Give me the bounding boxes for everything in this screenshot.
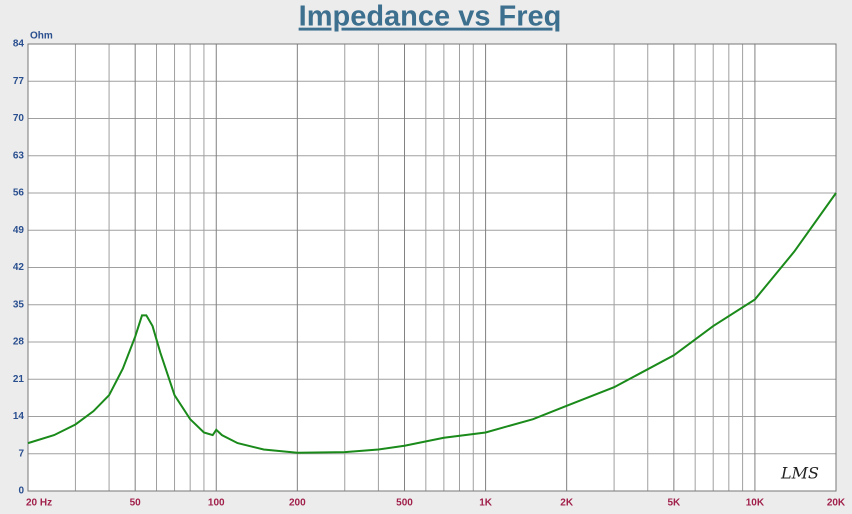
- x-tick-label: 500: [396, 498, 413, 509]
- watermark: LMS: [780, 464, 819, 483]
- y-tick-label: 28: [13, 337, 25, 348]
- x-tick-label: 20K: [827, 498, 846, 509]
- x-tick-label: 5K: [667, 498, 681, 509]
- y-tick-label: 56: [13, 188, 25, 199]
- y-tick-label: 70: [13, 113, 25, 124]
- y-tick-label: 0: [18, 486, 24, 497]
- plot-border: [27, 43, 837, 492]
- y-tick-label: 14: [13, 411, 25, 422]
- chart-title: Impedance vs Freq: [299, 1, 562, 33]
- y-tick-label: 63: [13, 150, 25, 161]
- x-tick-label: 2K: [560, 498, 574, 509]
- y-tick-label: 7: [18, 448, 24, 459]
- y-tick-label: 35: [13, 299, 25, 310]
- x-tick-label: 1K: [479, 498, 493, 509]
- x-tick-label: 10K: [746, 498, 765, 509]
- y-tick-label: 84: [13, 39, 25, 50]
- y-axis-label: Ohm: [30, 31, 53, 42]
- x-tick-label: 100: [208, 498, 225, 509]
- x-tick-label: 200: [289, 498, 306, 509]
- impedance-line: [27, 192, 837, 454]
- x-tick-label: 20 Hz: [26, 498, 52, 509]
- y-tick-label: 77: [13, 76, 25, 87]
- x-tick-label: 50: [130, 498, 142, 509]
- y-tick-label: 49: [13, 225, 25, 236]
- y-tick-label: 42: [13, 262, 25, 273]
- y-tick-label: 21: [13, 374, 25, 385]
